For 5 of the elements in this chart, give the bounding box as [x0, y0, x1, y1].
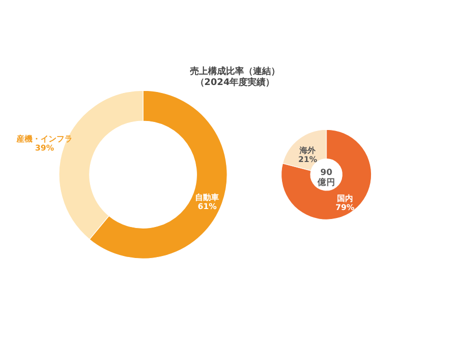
text: 億円: [316, 176, 336, 188]
text: 90: [320, 168, 332, 178]
donut-slice: [280, 129, 372, 220]
chart-subtitle: （2024年度実績）: [195, 77, 275, 88]
chart-title: 売上構成比率（連結）: [190, 66, 280, 78]
